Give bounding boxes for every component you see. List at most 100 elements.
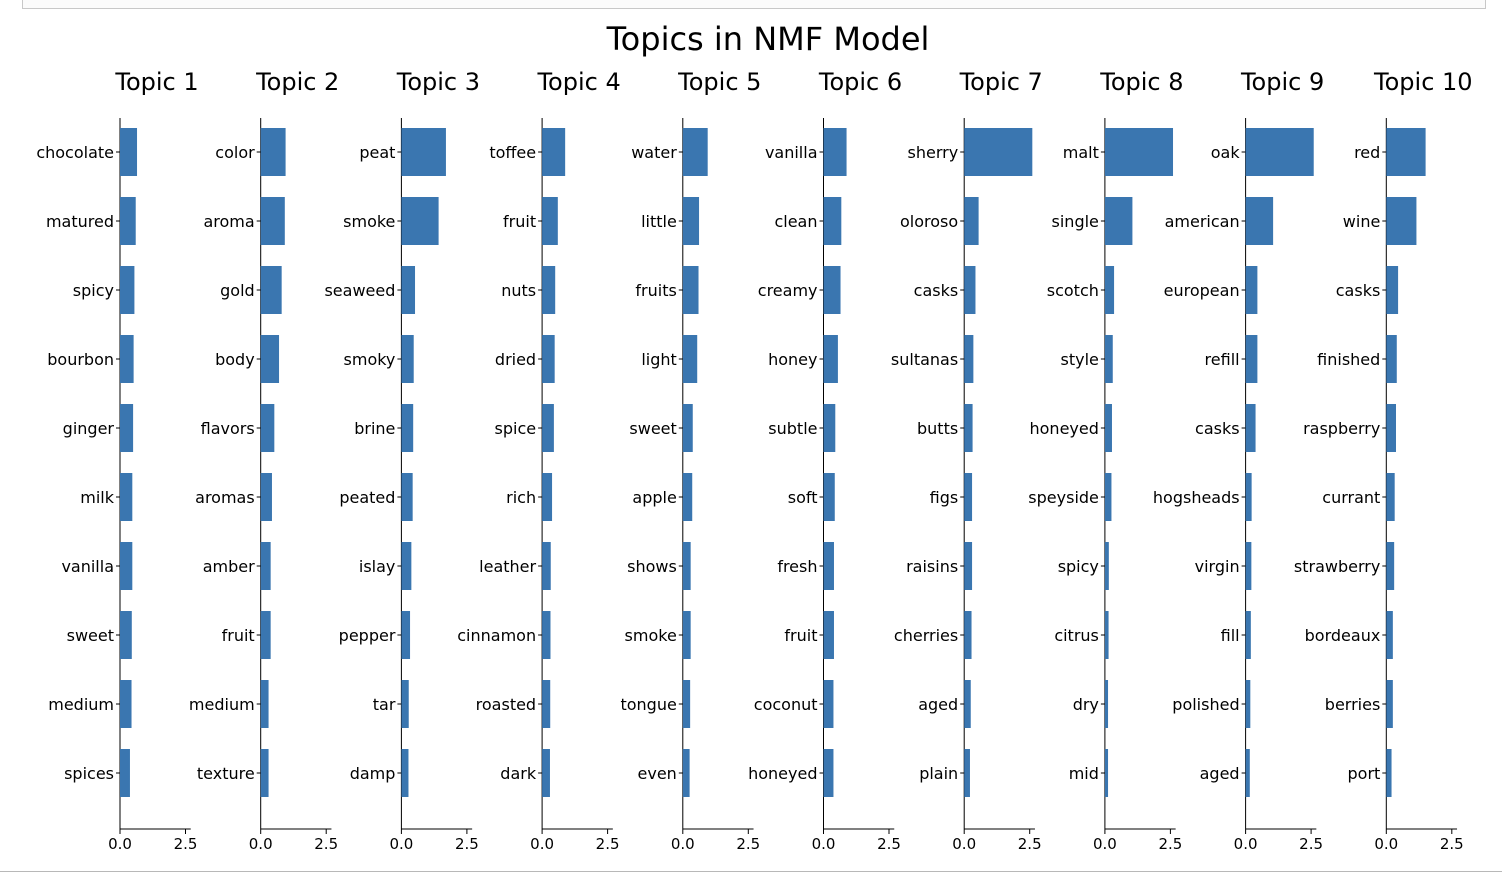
subplot-title: Topic 4 xyxy=(536,68,620,96)
word-label: fruit xyxy=(222,626,255,645)
bar xyxy=(964,680,971,728)
word-label: islay xyxy=(359,557,396,576)
bar xyxy=(823,542,834,590)
word-label: finished xyxy=(1317,350,1380,369)
word-label: shows xyxy=(627,557,677,576)
word-label: raspberry xyxy=(1303,419,1380,438)
bar xyxy=(964,749,970,797)
bar xyxy=(260,404,275,452)
word-label: chocolate xyxy=(36,143,114,162)
bar xyxy=(682,266,699,314)
bar xyxy=(120,128,138,176)
word-label: aged xyxy=(918,695,958,714)
word-label: figs xyxy=(930,488,959,507)
bar xyxy=(1245,404,1256,452)
bar xyxy=(823,680,834,728)
word-label: nuts xyxy=(501,281,536,300)
word-label: dark xyxy=(500,764,537,783)
word-label: oloroso xyxy=(900,212,958,231)
word-label: even xyxy=(638,764,677,783)
bar xyxy=(401,128,446,176)
bar xyxy=(682,611,691,659)
bar xyxy=(823,404,836,452)
bar xyxy=(542,749,550,797)
bar xyxy=(1104,128,1174,176)
bar xyxy=(260,197,285,245)
word-label: single xyxy=(1052,212,1099,231)
x-tick-label: 2.5 xyxy=(314,835,338,853)
x-tick-label: 2.5 xyxy=(1158,835,1182,853)
bar xyxy=(542,266,556,314)
bar xyxy=(682,749,690,797)
subplot-title: Topic 3 xyxy=(396,68,480,96)
bar xyxy=(120,473,133,521)
x-tick-label: 0.0 xyxy=(108,835,132,853)
bar xyxy=(964,542,973,590)
word-label: casks xyxy=(914,281,959,300)
bar xyxy=(401,266,416,314)
subplot-title: Topic 8 xyxy=(1099,68,1183,96)
word-label: scotch xyxy=(1047,281,1099,300)
word-label: fill xyxy=(1221,626,1240,645)
word-label: style xyxy=(1061,350,1099,369)
word-label: amber xyxy=(203,557,255,576)
bar xyxy=(260,542,271,590)
word-label: spicy xyxy=(73,281,114,300)
word-label: sultanas xyxy=(891,350,958,369)
bar xyxy=(964,197,979,245)
word-label: raisins xyxy=(906,557,958,576)
word-label: brine xyxy=(354,419,395,438)
word-label: dried xyxy=(495,350,536,369)
x-tick-label: 0.0 xyxy=(671,835,695,853)
x-tick-label: 2.5 xyxy=(455,835,479,853)
bar xyxy=(682,335,698,383)
word-label: casks xyxy=(1195,419,1240,438)
word-label: casks xyxy=(1336,281,1381,300)
word-label: mid xyxy=(1069,764,1099,783)
bar xyxy=(682,542,691,590)
word-label: smoke xyxy=(343,212,395,231)
x-tick-label: 0.0 xyxy=(1093,835,1117,853)
bar xyxy=(401,335,414,383)
bar xyxy=(401,404,414,452)
word-label: sweet xyxy=(67,626,114,645)
bar xyxy=(682,473,693,521)
bar xyxy=(542,197,558,245)
word-label: rich xyxy=(506,488,536,507)
word-label: hogsheads xyxy=(1153,488,1240,507)
bar xyxy=(1245,473,1252,521)
x-tick-label: 0.0 xyxy=(249,835,273,853)
word-label: vanilla xyxy=(765,143,818,162)
word-label: water xyxy=(631,143,677,162)
bar xyxy=(1386,128,1426,176)
bar xyxy=(401,611,411,659)
word-label: color xyxy=(215,143,255,162)
x-tick-label: 0.0 xyxy=(952,835,976,853)
bar xyxy=(1245,197,1274,245)
x-tick-label: 2.5 xyxy=(1018,835,1042,853)
word-label: matured xyxy=(46,212,114,231)
bar xyxy=(1386,749,1392,797)
word-label: cinnamon xyxy=(457,626,536,645)
bar xyxy=(823,335,838,383)
word-label: bourbon xyxy=(47,350,114,369)
word-label: smoky xyxy=(344,350,396,369)
bar xyxy=(1104,749,1109,797)
word-label: spicy xyxy=(1058,557,1099,576)
word-label: coconut xyxy=(754,695,818,714)
word-label: little xyxy=(641,212,677,231)
word-label: spice xyxy=(495,419,537,438)
bar xyxy=(1104,542,1109,590)
x-tick-label: 0.0 xyxy=(812,835,836,853)
word-label: malt xyxy=(1063,143,1099,162)
bar xyxy=(401,749,409,797)
subplot-title: Topic 7 xyxy=(959,68,1043,96)
word-label: currant xyxy=(1322,488,1380,507)
word-label: fruit xyxy=(503,212,536,231)
bar xyxy=(823,197,842,245)
bar xyxy=(1104,335,1113,383)
subplot-title: Topic 6 xyxy=(818,68,902,96)
bar xyxy=(120,749,130,797)
bar xyxy=(964,335,974,383)
word-label: milk xyxy=(80,488,114,507)
